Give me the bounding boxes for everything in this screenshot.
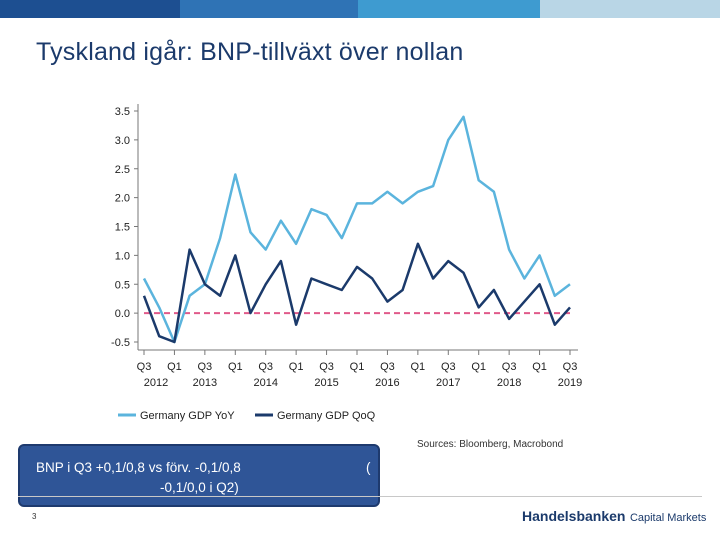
y-tick-label: 3.0 [115, 135, 130, 147]
x-year-label: 2015 [314, 377, 338, 389]
header-band-segment-2 [180, 0, 358, 18]
brand-logo: Handelsbanken Capital Markets [522, 508, 706, 526]
x-tick-label: Q1 [532, 361, 547, 373]
header-band-segment-1 [0, 0, 180, 18]
y-tick-label: -0.5 [111, 337, 130, 349]
x-year-label: 2018 [497, 377, 521, 389]
brand-name: Handelsbanken [522, 508, 626, 524]
x-year-label: 2013 [193, 377, 217, 389]
page-number: 3 [32, 512, 37, 521]
x-tick-label: Q1 [471, 361, 486, 373]
x-tick-label: Q1 [167, 361, 182, 373]
x-year-label: 2012 [144, 377, 168, 389]
x-tick-label: Q1 [289, 361, 304, 373]
x-tick-label: Q1 [228, 361, 243, 373]
header-band-segment-3 [358, 0, 540, 18]
x-tick-label: Q3 [441, 361, 456, 373]
x-tick-label: Q3 [198, 361, 213, 373]
x-tick-label: Q3 [258, 361, 273, 373]
series-line-yoy [142, 115, 571, 344]
x-year-label: 2014 [253, 377, 277, 389]
y-tick-label: 2.5 [115, 164, 130, 176]
callout-line-1: BNP i Q3 +0,1/0,8 vs förv. -0,1/0,8 [36, 460, 241, 475]
y-tick-label: 0.0 [115, 308, 130, 320]
legend-label-qoq: Germany GDP QoQ [277, 410, 376, 422]
header-color-band [0, 0, 720, 18]
x-tick-label: Q1 [350, 361, 365, 373]
x-year-label: 2016 [375, 377, 399, 389]
y-tick-label: 1.0 [115, 250, 130, 262]
x-tick-label: Q3 [380, 361, 395, 373]
callout-box: BNP i Q3 +0,1/0,8 vs förv. -0,1/0,8 ( -0… [18, 444, 380, 507]
y-tick-label: 0.5 [115, 279, 130, 291]
y-tick-label: 1.5 [115, 222, 130, 234]
x-tick-label: Q1 [411, 361, 426, 373]
chart-source: Sources: Bloomberg, Macrobond [417, 439, 564, 450]
footer-divider [18, 496, 702, 497]
callout-line-2: -0,1/0,0 i Q2) [160, 480, 239, 495]
y-tick-label: 2.0 [115, 193, 130, 205]
series-line-qoq [142, 242, 571, 344]
x-tick-label: Q3 [563, 361, 578, 373]
header-band-segment-4 [540, 0, 720, 18]
x-tick-label: Q3 [319, 361, 334, 373]
y-tick-label: 3.5 [115, 106, 130, 118]
x-tick-label: Q3 [137, 361, 152, 373]
legend-label-yoy: Germany GDP YoY [140, 410, 235, 422]
callout-paren: ( [366, 460, 371, 475]
slide-title: Tyskland igår: BNP-tillväxt över nollan [36, 38, 464, 66]
x-tick-label: Q3 [502, 361, 517, 373]
x-year-label: 2017 [436, 377, 460, 389]
brand-division: Capital Markets [629, 512, 707, 524]
x-year-label: 2019 [558, 377, 582, 389]
